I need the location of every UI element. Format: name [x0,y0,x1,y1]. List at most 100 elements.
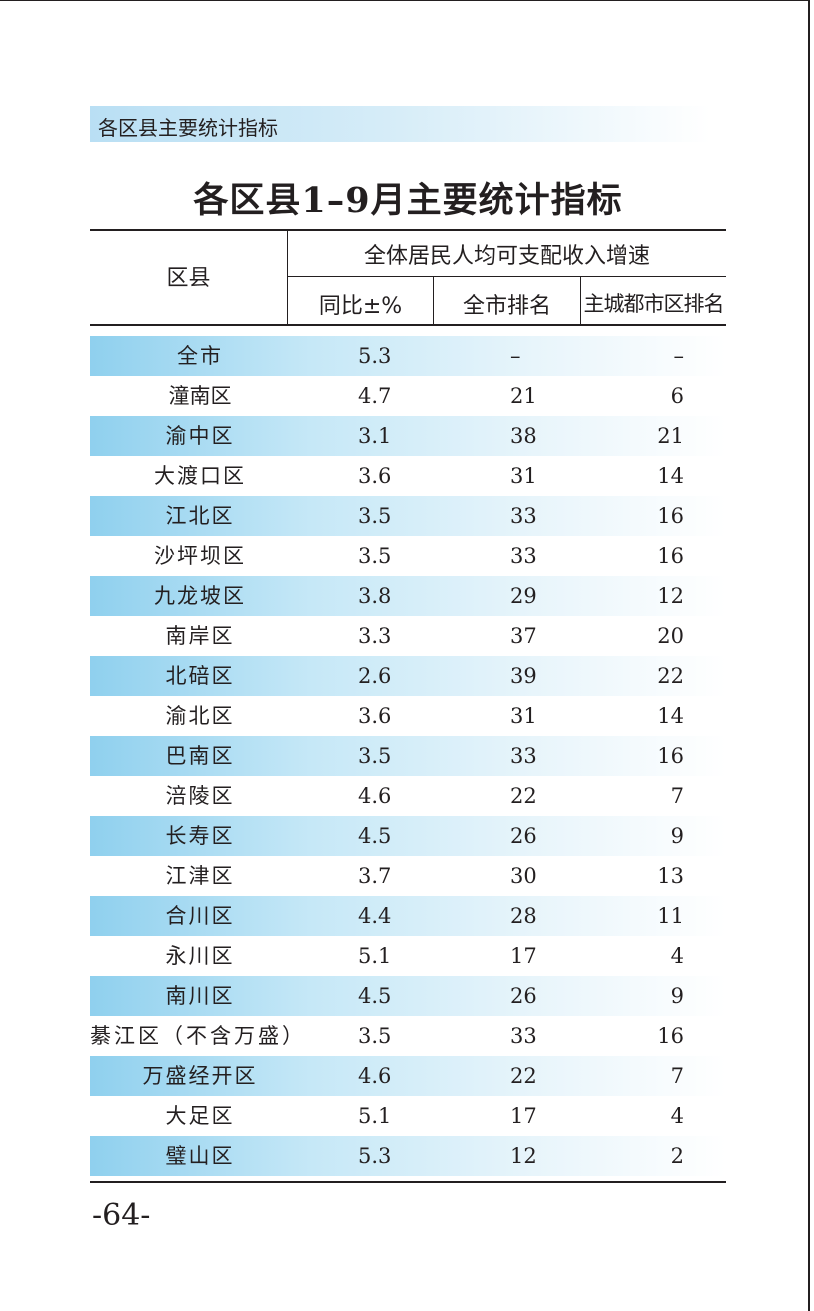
header-mid-rule [288,276,726,277]
yoy-value: 3.5 [358,544,392,568]
city-rank: 17 [510,944,537,968]
main-rank: 2 [670,1144,684,1168]
col-header-yoy: 同比±% [318,294,403,319]
district-name: 大足区 [165,1104,235,1128]
table-row: 长寿区 4.5 26 9 [90,816,726,856]
main-rank: 16 [657,544,684,568]
yoy-value: 3.5 [358,744,392,768]
table-row: 渝中区 3.1 38 21 [90,416,726,456]
header-divider-2 [433,277,434,325]
main-rank: 20 [657,624,684,648]
yoy-value: 5.3 [358,344,392,368]
city-rank: 17 [510,1104,537,1128]
col-header-city-rank: 全市排名 [462,294,551,319]
yoy-value: 3.3 [358,624,392,648]
section-header: 各区县主要统计指标 [98,116,278,140]
yoy-value: 3.5 [358,1024,392,1048]
table-row: 大足区 5.1 17 4 [90,1096,726,1136]
main-rank: 13 [657,864,684,888]
city-rank: 39 [510,664,537,688]
main-rank: 6 [670,384,684,408]
table-row: 永川区 5.1 17 4 [90,936,726,976]
yoy-value: 3.5 [358,504,392,528]
table-row: 璧山区 5.3 12 2 [90,1136,726,1176]
district-name: 璧山区 [165,1144,235,1168]
city-rank: 37 [510,624,537,648]
header-bottom-rule [90,324,726,326]
city-rank: 22 [510,1064,537,1088]
yoy-value: 2.6 [358,664,392,688]
city-rank: 33 [510,744,537,768]
table-row: 巴南区 3.5 33 16 [90,736,726,776]
page-number: -64- [92,1198,151,1233]
table-row: 渝北区 3.6 31 14 [90,696,726,736]
city-rank: 26 [510,824,537,848]
yoy-value: 4.5 [358,984,392,1008]
table-body: 全市 5.3 – – 潼南区 4.7 21 6 渝中区 3.1 38 21 大渡… [90,336,726,1176]
yoy-value: 5.3 [358,1144,392,1168]
city-rank: 31 [510,704,537,728]
table-top-rule [90,229,726,231]
district-name: 大渡口区 [154,464,246,488]
yoy-value: 3.6 [358,704,392,728]
district-name: 江北区 [165,504,235,528]
main-rank: 22 [657,664,684,688]
district-name: 北碚区 [165,664,235,688]
table-row: 九龙坡区 3.8 29 12 [90,576,726,616]
main-rank: 12 [657,584,684,608]
col-header-district: 区县 [166,266,211,291]
district-name: 全市 [177,344,223,368]
city-rank: 29 [510,584,537,608]
table-row: 涪陵区 4.6 22 7 [90,776,726,816]
table-bottom-rule [90,1181,726,1183]
district-name: 渝北区 [165,704,235,728]
district-name: 合川区 [165,904,235,928]
main-rank: 11 [657,904,684,928]
district-name: 万盛经开区 [142,1064,258,1088]
main-rank: 21 [657,424,684,448]
district-name: 九龙坡区 [154,584,246,608]
city-rank: 28 [510,904,537,928]
city-rank: 31 [510,464,537,488]
district-name: 綦江区（不含万盛） [90,1024,306,1048]
main-rank: 7 [670,1064,684,1088]
city-rank: 38 [510,424,537,448]
main-rank: 7 [670,784,684,808]
district-name: 江津区 [165,864,235,888]
city-rank: 33 [510,1024,537,1048]
main-rank: – [673,344,685,368]
district-name: 渝中区 [165,424,235,448]
city-rank: 12 [510,1144,537,1168]
yoy-value: 4.6 [358,1064,392,1088]
table-row: 南川区 4.5 26 9 [90,976,726,1016]
yoy-value: 5.1 [358,944,392,968]
district-name: 涪陵区 [165,784,235,808]
yoy-value: 4.7 [358,384,392,408]
district-name: 沙坪坝区 [154,544,246,568]
section-header-band: 各区县主要统计指标 [90,106,710,142]
main-rank: 9 [670,824,684,848]
yoy-value: 3.8 [358,584,392,608]
yoy-value: 3.1 [358,424,392,448]
yoy-value: 4.4 [358,904,392,928]
main-rank: 16 [657,744,684,768]
main-rank: 14 [657,464,684,488]
table-row: 江北区 3.5 33 16 [90,496,726,536]
table-row: 潼南区 4.7 21 6 [90,376,726,416]
district-name: 潼南区 [168,384,232,408]
district-name: 南岸区 [165,624,235,648]
city-rank: 26 [510,984,537,1008]
table-row: 万盛经开区 4.6 22 7 [90,1056,726,1096]
col-header-main-rank: 主城都市区排名 [583,292,725,316]
table-row: 合川区 4.4 28 11 [90,896,726,936]
yoy-value: 4.5 [358,824,392,848]
col-header-group: 全体居民人均可支配收入增速 [363,244,650,269]
yoy-value: 5.1 [358,1104,392,1128]
table-row: 大渡口区 3.6 31 14 [90,456,726,496]
table-row: 全市 5.3 – – [90,336,726,376]
yoy-value: 4.6 [358,784,392,808]
city-rank: 33 [510,544,537,568]
main-rank: 16 [657,1024,684,1048]
table-row: 南岸区 3.3 37 20 [90,616,726,656]
